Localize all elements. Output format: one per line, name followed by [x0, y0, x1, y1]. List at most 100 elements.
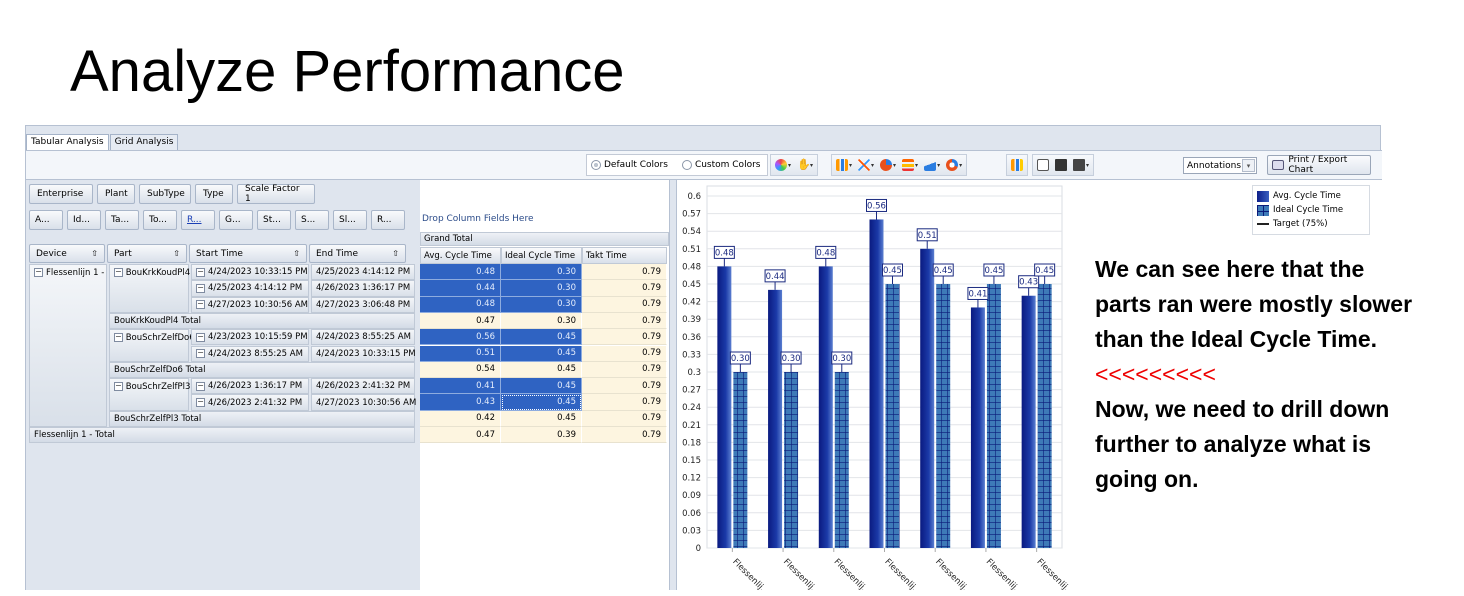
collapse-icon[interactable]: − [196, 331, 205, 342]
export-icon[interactable]: ▾ [1073, 159, 1089, 171]
takt-time-cell[interactable]: 0.79 [582, 296, 667, 313]
note-line: further to analyze what is [1095, 431, 1372, 457]
svg-text:0.51: 0.51 [682, 245, 701, 255]
takt-time-cell[interactable]: 0.79 [582, 345, 667, 362]
ideal-cycle-time-cell[interactable]: 0.45 [501, 345, 582, 362]
filter-field-button[interactable]: SubType [139, 184, 191, 204]
data-field-button[interactable]: Id... [67, 210, 101, 230]
avg-cycle-time-cell[interactable]: 0.48 [420, 296, 501, 313]
collapse-icon[interactable]: − [114, 267, 123, 277]
svg-text:Flessenlij...: Flessenlij... [984, 557, 1024, 590]
legend-target-label: Target (75%) [1273, 219, 1328, 229]
ideal-swatch-icon [1257, 204, 1269, 216]
legend-item-target: Target (75%) [1257, 217, 1365, 231]
chart-toolbar: Default Colors Custom Colors ▾ ✋ ▾ ▾ ▾ ▾ … [26, 150, 1382, 180]
avg-cycle-time-cell[interactable]: 0.47 [420, 312, 501, 330]
pointer-icon[interactable]: ✋ ▾ [797, 159, 814, 171]
filter-field-button[interactable]: Enterprise [29, 184, 93, 204]
avg-cycle-time-cell[interactable]: 0.43 [420, 394, 501, 411]
ideal-cycle-time-cell[interactable]: 0.45 [501, 329, 582, 346]
data-field-button[interactable]: A... [29, 210, 63, 230]
collapse-icon[interactable]: − [34, 267, 43, 277]
tab-grid-analysis[interactable]: Grid Analysis [109, 134, 179, 150]
bar-chart-icon[interactable]: ▾ [836, 159, 852, 171]
slide-notes: We can see here that the parts ran were … [1095, 252, 1464, 497]
data-field-button[interactable]: G... [219, 210, 253, 230]
collapse-icon[interactable]: − [114, 381, 123, 392]
takt-time-cell[interactable]: 0.79 [582, 312, 667, 330]
collapse-icon[interactable]: − [196, 266, 205, 277]
collapse-icon[interactable]: − [196, 397, 205, 408]
collapse-icon[interactable]: − [196, 282, 205, 293]
ideal-cycle-time-cell[interactable]: 0.39 [501, 427, 582, 444]
avg-cycle-time-cell[interactable]: 0.42 [420, 410, 501, 427]
annotations-select[interactable]: Annotations ▾ [1183, 157, 1257, 174]
horizontal-bar-icon[interactable]: ▾ [902, 159, 918, 171]
tab-tabular-analysis[interactable]: Tabular Analysis [26, 134, 109, 150]
takt-time-cell[interactable]: 0.79 [582, 378, 667, 395]
preview-icon[interactable] [1037, 159, 1049, 171]
chevron-down-icon[interactable]: ▾ [1242, 159, 1255, 172]
filter-field-button[interactable]: Type [195, 184, 233, 204]
collapse-icon[interactable]: − [114, 332, 123, 343]
data-field-button[interactable]: St... [257, 210, 291, 230]
data-field-button[interactable]: Sl... [333, 210, 367, 230]
takt-time-cell[interactable]: 0.79 [582, 361, 667, 379]
ideal-cycle-time-cell[interactable]: 0.30 [501, 312, 582, 330]
collapse-icon[interactable]: − [196, 380, 205, 391]
header-end-time[interactable]: End Time ⇧ [309, 244, 406, 263]
combo-chart-icon[interactable] [1011, 159, 1023, 171]
data-field-button[interactable]: S... [295, 210, 329, 230]
ideal-cycle-time-cell[interactable]: 0.30 [501, 296, 582, 313]
header-device[interactable]: Device ⇧ [29, 244, 105, 263]
svg-text:0.45: 0.45 [682, 280, 701, 290]
ideal-cycle-time-cell[interactable]: 0.45 [501, 410, 582, 427]
default-colors-radio[interactable]: Default Colors [591, 160, 668, 170]
palette-icon[interactable]: ▾ [775, 159, 791, 171]
collapse-icon[interactable]: − [196, 299, 205, 310]
takt-time-cell[interactable]: 0.79 [582, 410, 667, 427]
data-field-button[interactable]: R... [371, 210, 405, 230]
ideal-cycle-time-cell[interactable]: 0.30 [501, 280, 582, 297]
avg-cycle-time-cell[interactable]: 0.54 [420, 361, 501, 379]
takt-time-cell[interactable]: 0.79 [582, 329, 667, 346]
note-line: than the Ideal Cycle Time. [1095, 326, 1378, 352]
avg-cycle-time-cell[interactable]: 0.41 [420, 378, 501, 395]
takt-time-cell[interactable]: 0.79 [582, 427, 667, 444]
ideal-cycle-time-cell[interactable]: 0.45 [501, 361, 582, 379]
splitter-handle[interactable] [669, 180, 677, 590]
svg-text:0.30: 0.30 [832, 354, 851, 364]
takt-time-cell[interactable]: 0.79 [582, 264, 667, 281]
doughnut-chart-icon[interactable]: ▾ [946, 159, 962, 171]
ideal-cycle-time-cell[interactable]: 0.45 [501, 378, 582, 395]
custom-colors-radio[interactable]: Custom Colors [681, 160, 760, 170]
line-chart-icon[interactable]: ▾ [858, 159, 874, 171]
header-takt-time[interactable]: Takt Time [582, 247, 667, 264]
header-start-time[interactable]: Start Time ⇧ [189, 244, 307, 263]
header-avg-cycle-time[interactable]: Avg. Cycle Time [420, 247, 501, 264]
pie-chart-icon[interactable]: ▾ [880, 159, 896, 171]
ideal-cycle-time-cell[interactable]: 0.45 [501, 394, 582, 411]
svg-text:0.39: 0.39 [682, 315, 701, 325]
filter-field-button[interactable]: Scale Factor 1 [237, 184, 315, 204]
print-export-button[interactable]: Print / Export Chart [1267, 155, 1371, 175]
takt-time-cell[interactable]: 0.79 [582, 394, 667, 411]
avg-cycle-time-cell[interactable]: 0.48 [420, 264, 501, 281]
avg-cycle-time-cell[interactable]: 0.44 [420, 280, 501, 297]
filter-field-button[interactable]: Plant [97, 184, 135, 204]
avg-cycle-time-cell[interactable]: 0.47 [420, 427, 501, 444]
header-part[interactable]: Part ⇧ [107, 244, 187, 263]
avg-cycle-time-cell[interactable]: 0.56 [420, 329, 501, 346]
ideal-cycle-time-cell[interactable]: 0.30 [501, 264, 582, 281]
svg-text:0.45: 0.45 [883, 266, 902, 276]
data-field-button[interactable]: R... [181, 210, 215, 230]
data-field-button[interactable]: To... [143, 210, 177, 230]
svg-text:0: 0 [696, 544, 701, 554]
collapse-icon[interactable]: − [196, 348, 205, 359]
takt-time-cell[interactable]: 0.79 [582, 280, 667, 297]
avg-cycle-time-cell[interactable]: 0.51 [420, 345, 501, 362]
area-chart-icon[interactable]: ▾ [924, 159, 940, 171]
header-ideal-cycle-time[interactable]: Ideal Cycle Time [501, 247, 582, 264]
print-settings-icon[interactable] [1055, 159, 1067, 171]
data-field-button[interactable]: Ta... [105, 210, 139, 230]
